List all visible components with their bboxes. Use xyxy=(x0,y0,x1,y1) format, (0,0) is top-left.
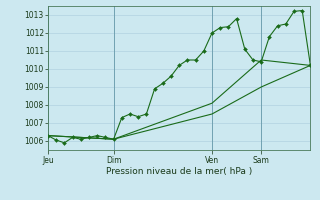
X-axis label: Pression niveau de la mer( hPa ): Pression niveau de la mer( hPa ) xyxy=(106,167,252,176)
